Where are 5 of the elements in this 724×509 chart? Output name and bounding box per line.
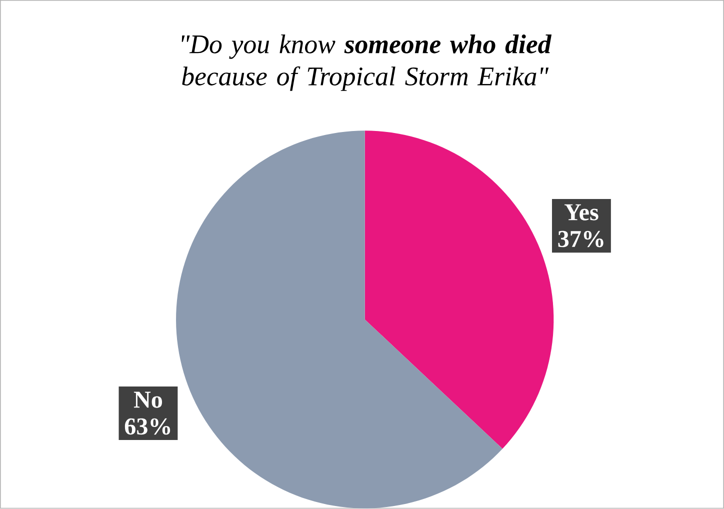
data-label: 63% (124, 418, 170, 435)
slice-label: No (134, 392, 162, 408)
slice-label: Yes (564, 204, 598, 220)
chart-title: "Do you know someone who died because of Tropical Storm Erika" (182, 34, 552, 92)
data-label: 37% (558, 231, 604, 248)
